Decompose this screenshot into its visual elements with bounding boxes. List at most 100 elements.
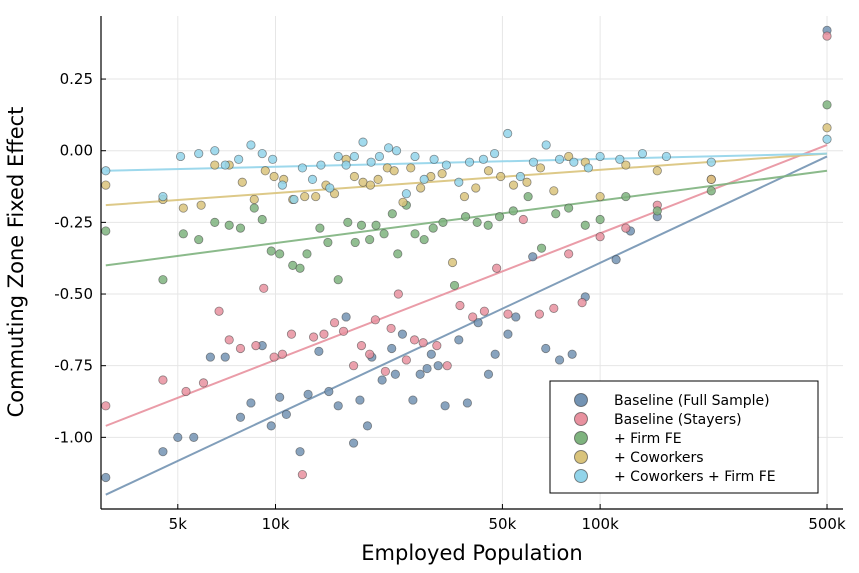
y-tick-label: -1.00 [54,428,93,446]
x-tick-label: 50k [489,515,517,533]
data-point-series-0 [528,252,538,262]
data-point-series-1 [564,249,574,259]
data-point-series-3 [535,163,546,173]
data-point-series-3 [652,166,662,176]
data-point-series-1 [432,341,442,351]
data-point-series-4 [246,140,256,150]
data-point-series-0 [355,395,365,405]
data-point-series-1 [308,332,319,342]
data-point-series-4 [541,140,551,150]
data-point-series-4 [595,151,605,162]
data-point-series-4 [410,151,420,162]
data-point-series-1 [418,338,428,348]
data-point-series-4 [158,191,168,202]
data-point-series-0 [362,421,373,431]
data-point-series-0 [415,369,425,379]
data-point-series-0 [314,346,324,356]
data-point-series-4 [257,148,267,159]
data-point-series-4 [489,148,500,159]
data-point-series-1 [297,470,307,480]
data-point-series-2 [494,212,505,222]
data-point-series-1 [329,318,340,328]
data-point-series-3 [564,151,574,162]
data-point-series-0 [511,312,521,322]
data-point-series-3 [459,191,470,202]
data-point-series-4 [464,157,475,167]
data-point-series-1 [479,306,489,316]
data-point-series-4 [297,163,307,173]
data-point-series-3 [210,160,220,170]
data-point-series-3 [237,177,247,187]
data-point-series-0 [158,447,168,457]
data-point-series-4 [637,148,648,159]
data-point-series-2 [580,220,590,230]
data-point-series-1 [269,352,279,362]
data-point-series-3 [522,177,532,187]
data-point-series-0 [440,401,450,411]
data-point-series-1 [198,378,209,388]
data-point-series-3 [101,180,111,190]
legend-label: Baseline (Full Sample) [614,393,770,409]
data-point-series-3 [178,203,188,213]
legend-label: Baseline (Stayers) [614,412,742,428]
data-point-series-0 [235,412,246,422]
data-point-series-2 [158,275,168,285]
data-point-series-1 [534,309,544,319]
data-point-series-2 [523,191,533,202]
data-point-series-2 [621,191,631,202]
data-point-series-4 [706,157,716,167]
data-point-series-3 [300,191,310,202]
data-point-series-0 [246,398,256,408]
data-point-series-1 [577,298,587,308]
data-point-series-1 [348,361,359,371]
x-tick-label: 10k [262,515,290,533]
data-point-series-4 [615,154,625,164]
data-point-series-3 [595,191,605,202]
data-point-series-2 [410,229,420,239]
data-point-series-3 [508,180,519,190]
data-point-series-4 [175,151,186,162]
data-point-series-4 [478,154,489,164]
data-point-series-1 [370,315,380,325]
data-point-series-0 [433,361,443,371]
data-point-series-0 [462,398,472,408]
data-point-series-2 [257,214,267,225]
data-point-series-2 [393,249,403,259]
data-point-series-2 [235,223,246,233]
data-point-series-0 [541,343,551,354]
data-point-series-2 [449,280,460,291]
data-point-series-4 [583,163,593,173]
data-point-series-1 [455,300,465,311]
legend-box [549,380,819,494]
data-point-series-2 [275,249,285,259]
data-point-series-1 [356,341,367,351]
data-point-series-2 [536,243,547,253]
data-point-series-4 [220,160,230,170]
data-point-series-4 [277,180,287,190]
data-point-series-3 [549,186,559,196]
x-tick-label: 5k [169,515,188,533]
data-point-series-4 [554,154,565,164]
data-point-series-2 [371,220,381,230]
data-point-series-0 [281,409,291,420]
data-point-series-4 [515,171,525,182]
y-axis-label: Commuting Zone Fixed Effect [4,107,28,418]
data-point-series-1 [251,341,261,351]
axes [100,16,843,510]
data-point-series-1 [621,223,631,233]
data-point-series-4 [441,160,451,170]
data-point-series-3 [706,174,716,184]
fit-line-series-0 [105,155,828,496]
data-point-series-4 [569,157,579,167]
data-point-series-4 [366,157,376,167]
y-tick-label: -0.75 [54,357,93,375]
data-point-series-3 [365,180,375,190]
data-point-series-1 [409,335,420,345]
data-point-series-3 [447,257,458,268]
data-point-series-0 [333,401,343,411]
data-point-series-3 [260,166,270,176]
data-point-series-0 [422,363,432,374]
data-point-series-2 [343,217,353,227]
data-point-series-4 [374,151,385,162]
data-points [101,25,832,483]
